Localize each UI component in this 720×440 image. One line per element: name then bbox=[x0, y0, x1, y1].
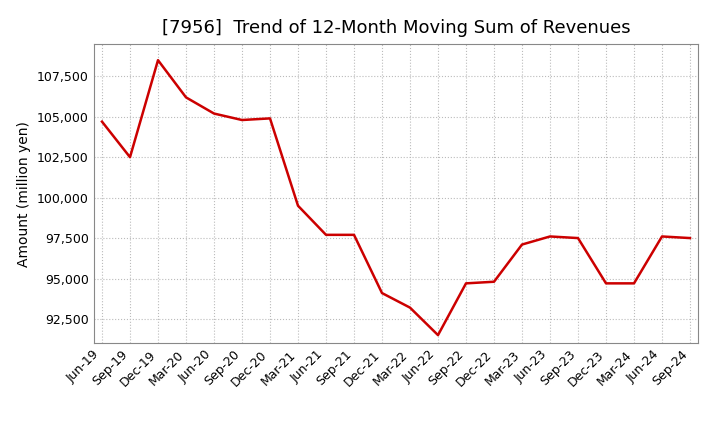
Y-axis label: Amount (million yen): Amount (million yen) bbox=[17, 121, 31, 267]
Title: [7956]  Trend of 12-Month Moving Sum of Revenues: [7956] Trend of 12-Month Moving Sum of R… bbox=[162, 19, 630, 37]
